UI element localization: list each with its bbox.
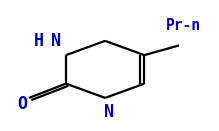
Text: Pr-n: Pr-n	[166, 18, 201, 33]
Text: N: N	[51, 32, 61, 50]
Text: N: N	[104, 103, 115, 121]
Text: H: H	[34, 32, 44, 50]
Text: O: O	[18, 95, 27, 113]
